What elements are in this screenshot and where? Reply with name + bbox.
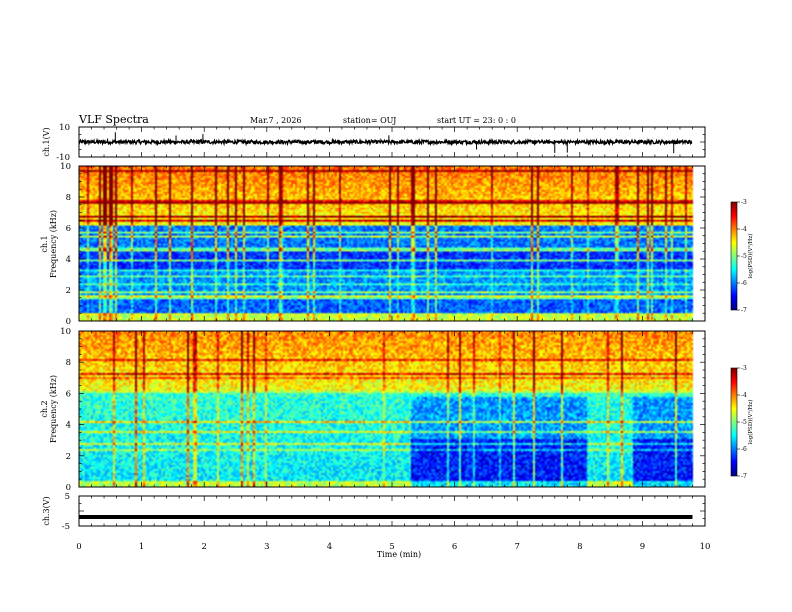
- frequency-tick-label: 6: [66, 224, 71, 234]
- colorbar-tick-label: -5: [741, 253, 747, 260]
- colorbar-ch2-label: log(PSD)(V²/Hz): [747, 400, 754, 445]
- waveform-ch1-trace: [78, 132, 693, 154]
- x-tick-label: 0: [76, 542, 81, 552]
- x-tick-label: 8: [577, 542, 582, 552]
- colorbar-tick-label: -6: [741, 446, 747, 453]
- frequency-tick-label: 2: [66, 452, 71, 462]
- frequency-tick-label: 8: [66, 358, 71, 368]
- header-date: Mar.7 , 2026: [250, 116, 302, 125]
- frequency-tick-label: 0: [66, 483, 71, 493]
- x-tick-label: 1: [139, 542, 144, 552]
- x-tick-label: 3: [264, 542, 269, 552]
- x-axis-label: Time (min): [377, 550, 421, 559]
- colorbar-tick-label: -3: [741, 365, 747, 372]
- x-tick-label: 9: [640, 542, 645, 552]
- frequency-tick-label: 8: [66, 193, 71, 203]
- colorbar-tick-label: -3: [741, 199, 747, 206]
- frequency-tick-label: 4: [66, 421, 71, 431]
- colorbar-tick-label: -5: [741, 419, 747, 426]
- chart-title: VLF Spectra: [78, 113, 149, 126]
- ch2-frequency-label: Frequency (kHz): [49, 375, 58, 443]
- header-start-ut: start UT = 23: 0 : 0: [437, 116, 516, 125]
- x-tick-label: 6: [452, 542, 457, 552]
- frequency-tick-label: 4: [66, 255, 71, 265]
- x-tick-label: 4: [327, 542, 332, 552]
- waveform-ch1-panel: 10 -10 ch.1(V): [42, 123, 706, 163]
- x-tick-label: 5: [389, 542, 394, 552]
- frequency-tick-label: 2: [66, 286, 71, 296]
- ch1-frequency-label: Frequency (kHz): [49, 210, 58, 278]
- ch1-wave-ytick-bottom: -10: [56, 153, 70, 163]
- ch2-channel-label: ch.2: [40, 400, 49, 417]
- ch3-wave-ytick-bottom: -5: [62, 522, 70, 532]
- colorbar-ch1: [731, 202, 737, 310]
- colorbar-ch2: [731, 368, 737, 476]
- frequency-tick-label: 0: [66, 317, 71, 327]
- spectrogram-ch2-image: [79, 331, 705, 487]
- ch3-wave-ytick-top: 5: [65, 492, 70, 502]
- colorbar-tick-label: -4: [741, 226, 747, 233]
- waveform-ch3-panel: 5 -5 ch.3(V): [42, 492, 706, 532]
- spectrogram-ch1-image: [79, 166, 705, 321]
- ch1-wave-ylabel: ch.1(V): [42, 127, 51, 156]
- colorbar-tick-label: -6: [741, 280, 747, 287]
- x-tick-label: 7: [514, 542, 519, 552]
- ch1-channel-label: ch.1: [40, 235, 49, 252]
- x-tick-label: 2: [201, 542, 206, 552]
- frequency-tick-label: 6: [66, 389, 71, 399]
- colorbar-ch1-label: log(PSD)(V²/Hz): [747, 234, 754, 279]
- frequency-tick-label: 10: [60, 162, 71, 172]
- frequency-tick-label: 10: [60, 327, 71, 337]
- colorbar-tick-label: -4: [741, 392, 747, 399]
- ch3-wave-ylabel: ch.3(V): [42, 496, 51, 525]
- ch1-wave-ytick-top: 10: [59, 123, 70, 133]
- colorbar-tick-label: -7: [741, 307, 747, 314]
- colorbar-tick-label: -7: [741, 473, 747, 480]
- header-station: station= OUJ: [343, 116, 396, 125]
- x-tick-label: 10: [700, 542, 711, 552]
